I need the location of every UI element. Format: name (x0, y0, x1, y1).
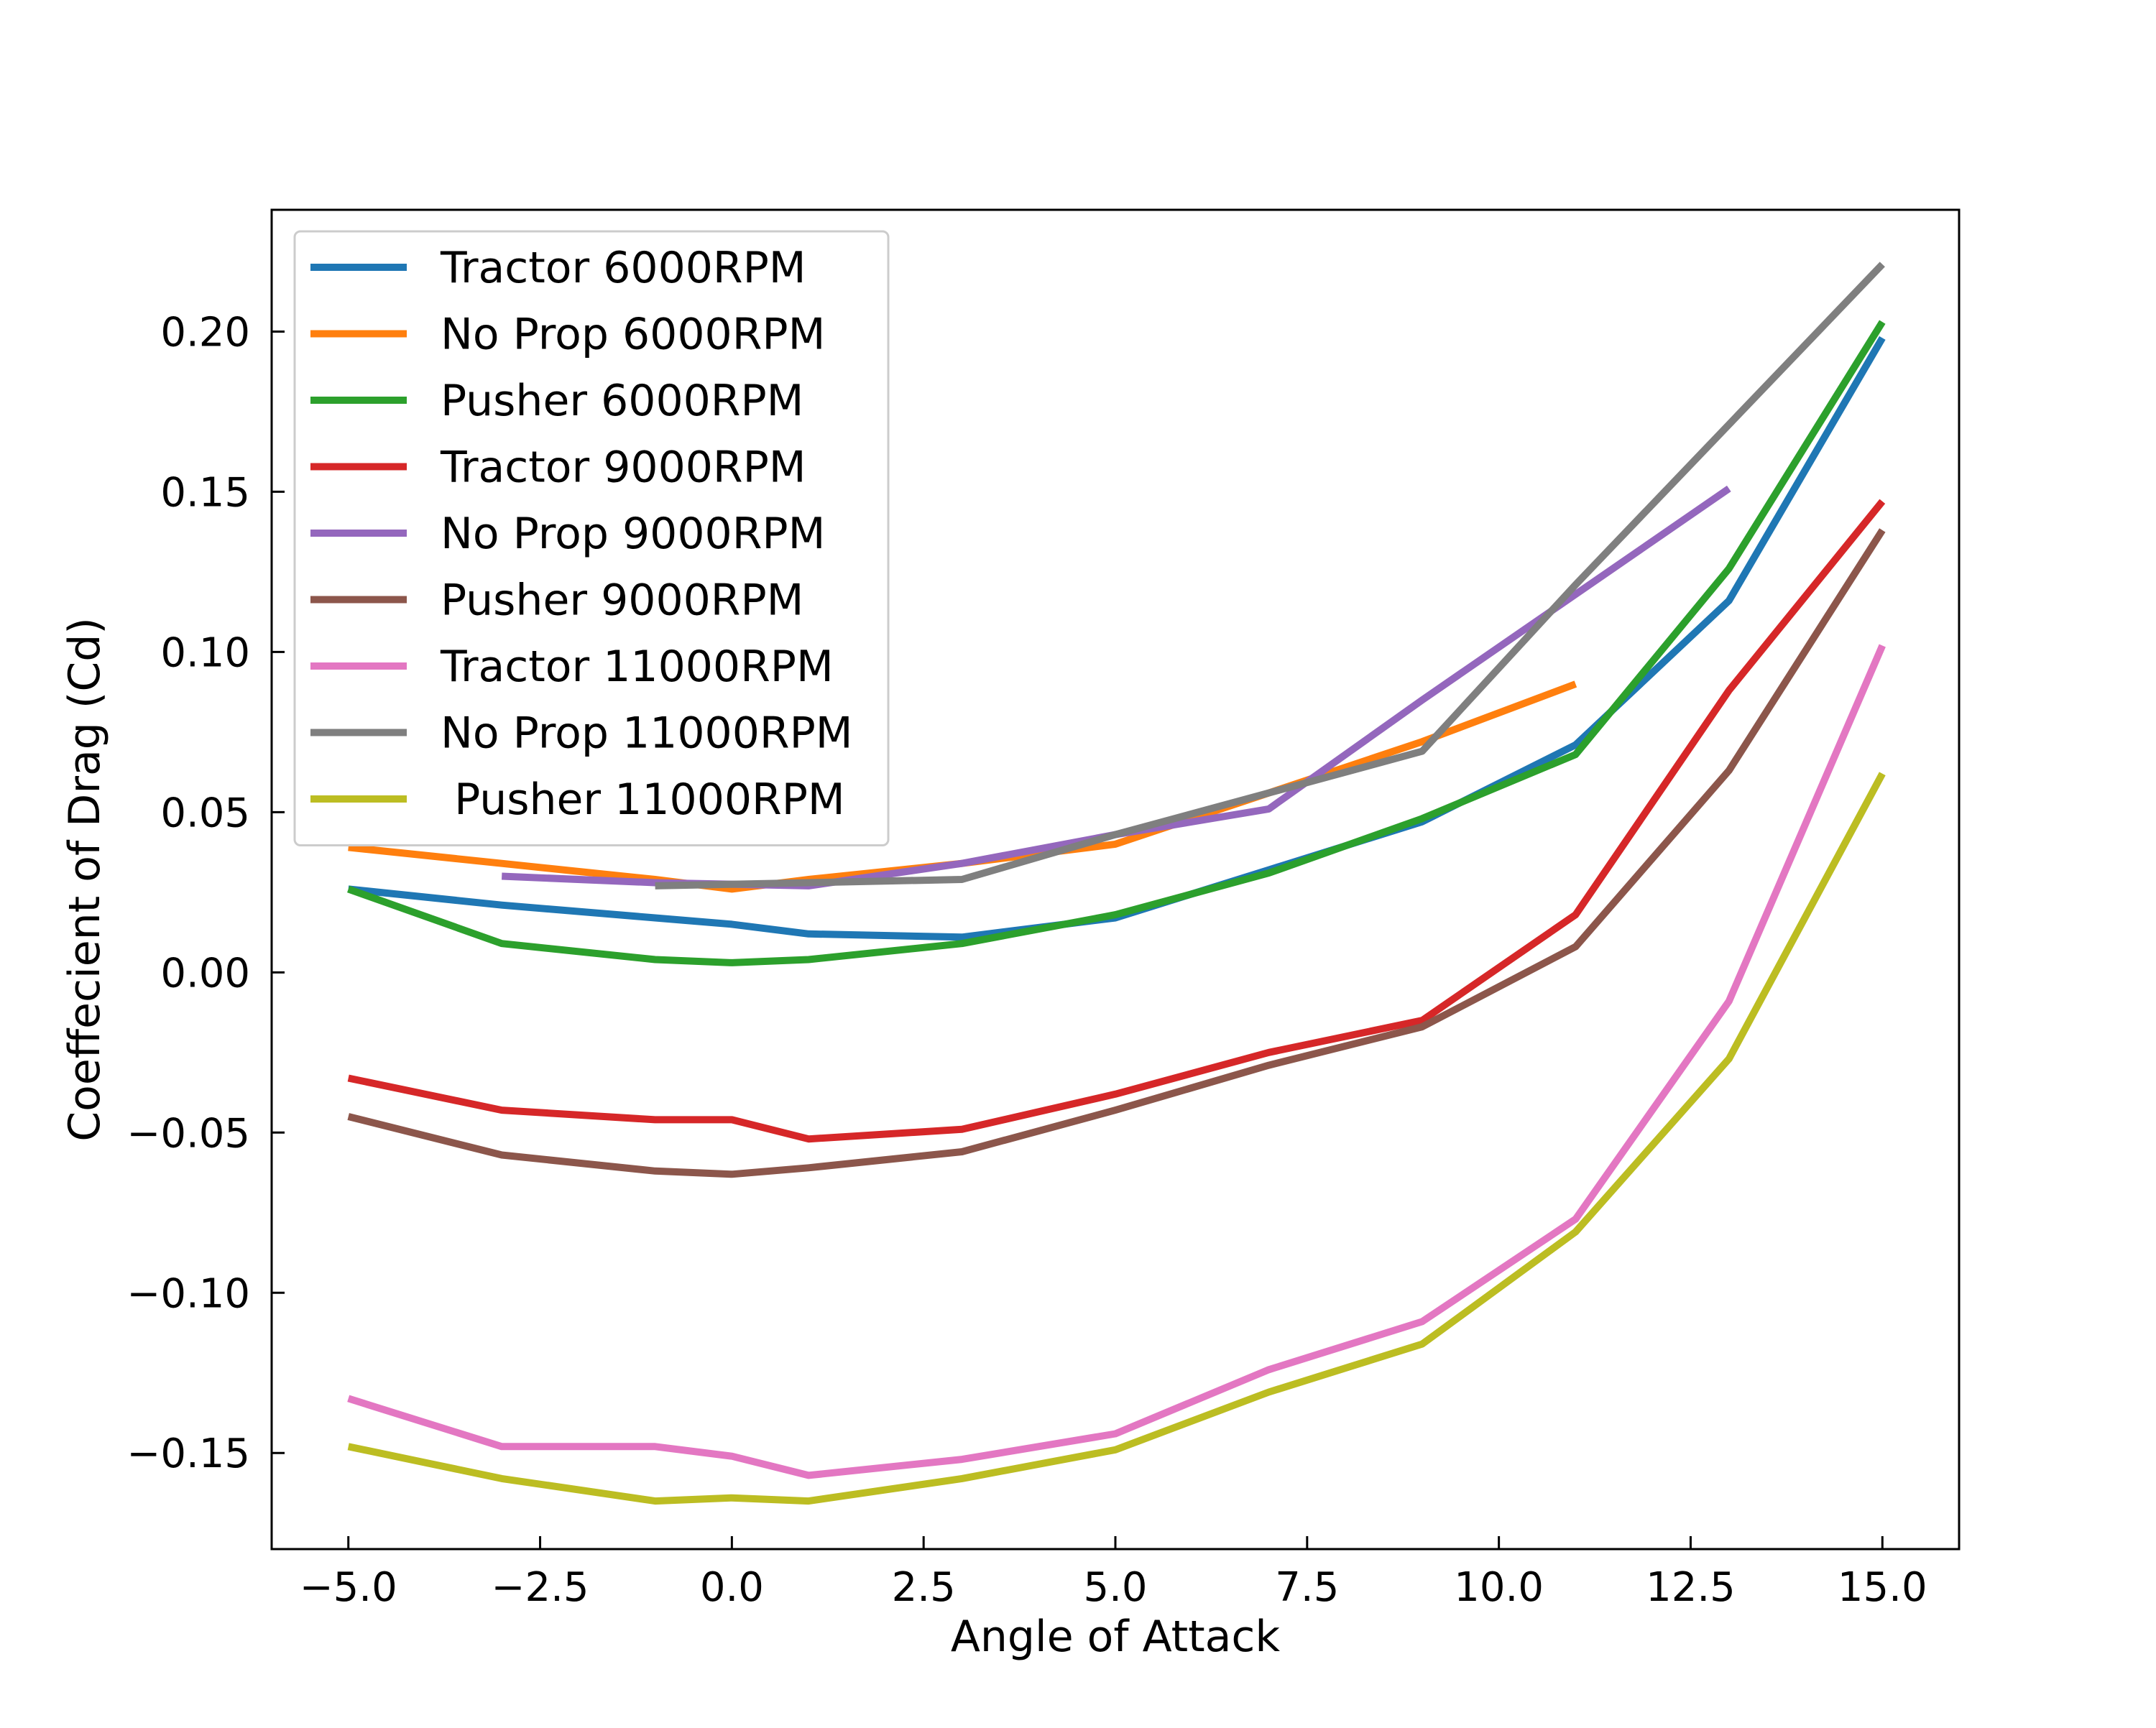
legend-label: Pusher 11000RPM (441, 775, 845, 825)
y-tick-label: −0.15 (126, 1431, 250, 1477)
y-tick-label: 0.20 (160, 309, 250, 356)
x-tick-label: 7.5 (1275, 1564, 1339, 1611)
legend-label: Tractor 9000RPM (440, 443, 806, 493)
y-axis: −0.15 −0.10 −0.05 0.00 0.05 0.10 0.15 0.20 (126, 309, 285, 1477)
x-tick-label: 15.0 (1838, 1564, 1927, 1611)
legend-label: No Prop 11000RPM (441, 708, 853, 759)
legend-label: No Prop 6000RPM (441, 310, 825, 360)
y-axis-label: Coeffecient of Drag (Cd) (60, 617, 110, 1141)
legend-label: Tractor 6000RPM (440, 243, 806, 293)
x-tick-label: 10.0 (1454, 1564, 1544, 1611)
y-tick-label: −0.05 (126, 1110, 250, 1157)
legend: Tractor 6000RPM No Prop 6000RPM Pusher 600… (293, 230, 890, 846)
series-line-4 (347, 499, 1886, 1143)
legend-box (293, 230, 890, 846)
y-tick-label: 0.00 (160, 950, 250, 997)
y-tick-label: −0.10 (126, 1270, 250, 1317)
x-tick-label: −5.0 (300, 1564, 397, 1611)
legend-label: Pusher 9000RPM (441, 576, 803, 626)
x-tick-label: 0.0 (700, 1564, 764, 1611)
x-tick-label: 5.0 (1083, 1564, 1147, 1611)
y-tick-label: 0.10 (160, 629, 250, 676)
series-line-3 (347, 320, 1886, 966)
x-tick-label: 12.5 (1646, 1564, 1736, 1611)
y-tick-label: 0.05 (160, 790, 250, 836)
x-tick-label: 2.5 (892, 1564, 956, 1611)
y-tick-label: 0.15 (160, 469, 250, 516)
legend-label: Pusher 6000RPM (441, 376, 803, 426)
legend-label: No Prop 9000RPM (441, 509, 825, 559)
series-line-6 (347, 528, 1886, 1178)
series-layer (347, 262, 1886, 1505)
series-line-8 (655, 262, 1885, 890)
series-line-7 (347, 644, 1886, 1479)
series-line-9 (347, 772, 1886, 1505)
x-tick-label: −2.5 (492, 1564, 589, 1611)
legend-label: Tractor 11000RPM (440, 642, 834, 692)
x-axis-label: Angle of Attack (951, 1612, 1281, 1662)
x-axis: −5.0 −2.5 0.0 2.5 5.0 7.5 10.0 12.5 15.0 (300, 1536, 1927, 1611)
